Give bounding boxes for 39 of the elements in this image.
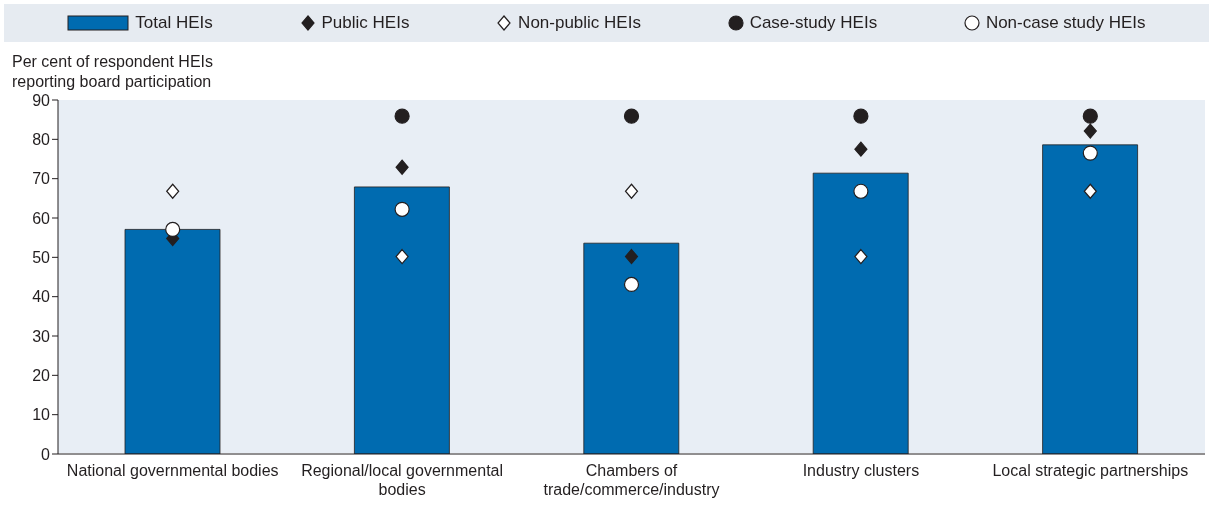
legend-label: Case-study HEIs [749,13,878,33]
y-tick-label: 10 [32,406,51,424]
y-tick-label: 90 [32,91,51,109]
point [394,201,410,217]
legend-label: Total HEIs [135,13,213,33]
point [395,248,409,265]
x-tick-label: National governmental bodies [66,462,279,479]
y-tick-label: 50 [32,249,51,267]
point [1082,145,1098,161]
point [854,141,868,157]
point [1083,183,1097,199]
y-tick-label: 40 [32,288,51,306]
point [395,159,409,175]
y-tick-label: 20 [32,367,51,385]
point [1083,123,1097,139]
legend-label: Public HEIs [321,13,410,33]
x-tick-label: Industry clusters [802,462,920,479]
y-tick-label: 70 [32,170,51,188]
x-tick-label: Regional/local governmental bodies [301,462,504,498]
x-tick-label: Local strategic partnerships [992,462,1189,479]
y-axis-title: Per cent of respondent HEIs reporting board participation [12,52,214,92]
point [854,248,868,265]
y-tick-label: 60 [32,209,51,227]
point [853,108,869,124]
y-tick-label: 80 [32,131,51,149]
x-tick-label: Chambers of trade/commerce/industry [543,462,720,498]
legend-label: Non-public HEIs [518,13,641,33]
point [624,248,639,265]
point [394,108,410,124]
legend-label: Non-case study HEIs [985,13,1146,33]
y-tick-label: 30 [32,327,51,345]
point [623,108,640,124]
point [624,183,639,199]
point [1082,108,1098,124]
point [165,221,181,238]
y-tick-label: 0 [41,445,51,463]
point [853,183,869,199]
point [166,183,180,199]
point [623,276,640,293]
